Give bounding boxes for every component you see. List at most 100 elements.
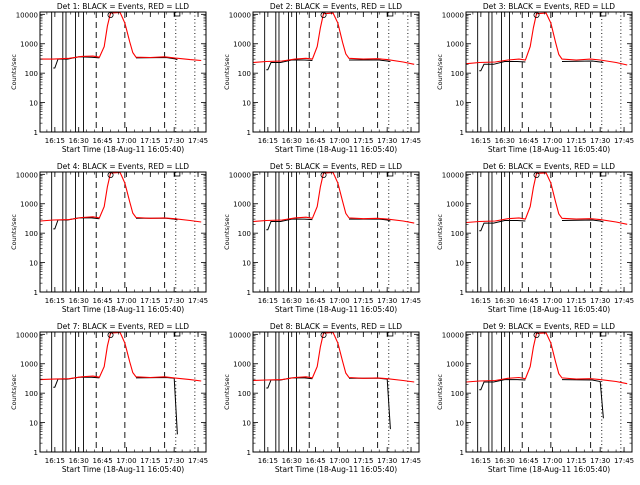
x-tick-label: 17:30: [377, 137, 397, 145]
y-tick-label: 10: [455, 100, 464, 108]
x-axis-label: Start Time (18-Aug-11 16:05:40): [488, 305, 610, 314]
x-tick-label: 16:30: [495, 297, 515, 305]
y-axis-label: Counts/sec: [223, 214, 231, 250]
plot-area: [466, 332, 628, 452]
plot-area: [466, 172, 628, 292]
attenuator-symbol: [387, 172, 394, 177]
attenuator-symbol: [600, 332, 607, 337]
x-tick-label: 16:45: [305, 457, 325, 465]
events-series-line: [479, 61, 526, 72]
x-tick-label: 17:30: [377, 297, 397, 305]
x-tick-label: 16:30: [495, 137, 515, 145]
y-tick-label: 1000: [233, 201, 251, 209]
y-axis-label: Counts/sec: [436, 374, 444, 410]
plot-area: [40, 12, 202, 132]
x-tick-label: 16:30: [282, 297, 302, 305]
events-series-line: [561, 379, 604, 419]
y-axis-label: Counts/sec: [10, 214, 18, 250]
events-series-line: [349, 377, 391, 430]
y-tick-label: 100: [451, 70, 464, 78]
lld-series-line: [466, 12, 628, 66]
x-tick-label: 16:45: [518, 297, 538, 305]
events-series-line: [561, 60, 604, 63]
y-tick-label: 10000: [229, 171, 251, 179]
y-tick-label: 10000: [442, 331, 464, 339]
x-tick-label: 17:00: [116, 297, 136, 305]
x-tick-label: 17:00: [542, 297, 562, 305]
plot-frame: [465, 171, 633, 293]
x-tick-label: 16:30: [282, 457, 302, 465]
panel-title: Det 8: BLACK = Events, RED = LLD: [270, 322, 402, 331]
y-tick-label: 100: [238, 230, 251, 238]
y-tick-label: 10: [29, 260, 38, 268]
x-tick-label: 17:00: [329, 297, 349, 305]
x-tick-label: 16:45: [518, 457, 538, 465]
x-tick-label: 17:15: [353, 297, 373, 305]
y-tick-label: 100: [25, 230, 38, 238]
x-axis-label: Start Time (18-Aug-11 16:05:40): [488, 145, 610, 154]
plot-area: [253, 332, 415, 452]
y-tick-label: 100: [451, 230, 464, 238]
plot-frame: [39, 11, 207, 133]
y-tick-label: 10000: [229, 11, 251, 19]
panel-det-6: 1 10 100 1000 10000 16:15 16:30 16:45 17:00 17:15…: [436, 162, 634, 314]
x-axis-label: Start Time (18-Aug-11 16:05:40): [275, 465, 397, 474]
y-tick-label: 10: [242, 420, 251, 428]
events-series-line: [266, 218, 313, 231]
x-tick-label: 17:30: [164, 457, 184, 465]
y-tick-label: 1000: [20, 361, 38, 369]
x-tick-label: 17:00: [329, 457, 349, 465]
y-tick-label: 10: [455, 260, 464, 268]
x-axis-label: Start Time (18-Aug-11 16:05:40): [62, 465, 184, 474]
attenuator-symbol: [387, 12, 394, 17]
x-tick-label: 16:45: [518, 137, 538, 145]
plot-frame: [39, 171, 207, 293]
plot-frame: [39, 331, 207, 453]
panel-det-2: 1 10 100 1000 10000 16:15 16:30 16:45 17:00 17:15…: [223, 2, 421, 154]
x-tick-label: 17:15: [566, 137, 586, 145]
plot-area: [253, 12, 415, 132]
y-tick-label: 10000: [442, 11, 464, 19]
x-tick-label: 17:15: [566, 457, 586, 465]
y-tick-label: 1: [460, 129, 464, 137]
x-tick-label: 17:30: [164, 137, 184, 145]
panel-det-5: 1 10 100 1000 10000 16:15 16:30 16:45 17:00 17:15…: [223, 162, 421, 314]
x-tick-label: 17:15: [140, 297, 160, 305]
x-tick-label: 17:30: [590, 457, 610, 465]
x-tick-label: 16:45: [305, 297, 325, 305]
x-tick-label: 17:45: [188, 297, 208, 305]
y-tick-label: 1: [247, 289, 251, 297]
panel-title: Det 1: BLACK = Events, RED = LLD: [57, 2, 189, 11]
y-tick-label: 10: [242, 100, 251, 108]
x-tick-label: 17:45: [401, 297, 421, 305]
x-tick-label: 17:00: [116, 457, 136, 465]
y-tick-label: 100: [238, 70, 251, 78]
x-tick-label: 16:45: [92, 137, 112, 145]
attenuator-symbol: [174, 332, 181, 337]
plot-area: [40, 172, 202, 292]
y-tick-label: 1: [247, 449, 251, 457]
panel-det-7: 1 10 100 1000 10000 16:15 16:30 16:45 17:00 17:15…: [10, 322, 208, 474]
y-tick-label: 1000: [446, 41, 464, 49]
plot-frame: [252, 171, 420, 293]
events-series-line: [135, 376, 178, 435]
y-tick-label: 10: [455, 420, 464, 428]
x-tick-label: 16:15: [471, 297, 491, 305]
panel-title: Det 4: BLACK = Events, RED = LLD: [57, 162, 189, 171]
x-tick-label: 16:15: [258, 137, 278, 145]
panel-title: Det 5: BLACK = Events, RED = LLD: [270, 162, 402, 171]
plot-frame: [465, 331, 633, 453]
plot-frame: [252, 331, 420, 453]
events-series-line: [479, 220, 526, 232]
x-tick-label: 16:30: [69, 137, 89, 145]
x-tick-label: 16:30: [495, 457, 515, 465]
x-tick-label: 16:15: [258, 297, 278, 305]
x-tick-label: 17:30: [590, 297, 610, 305]
panel-det-1: 1 10 100 1000 10000 16:15 16:30 16:45 17:00 17:15…: [10, 2, 208, 154]
lld-series-line: [466, 332, 628, 385]
attenuator-symbol: [600, 12, 607, 17]
panel-det-9: 1 10 100 1000 10000 16:15 16:30 16:45 17:00 17:15…: [436, 322, 634, 474]
panel-title: Det 3: BLACK = Events, RED = LLD: [483, 2, 615, 11]
